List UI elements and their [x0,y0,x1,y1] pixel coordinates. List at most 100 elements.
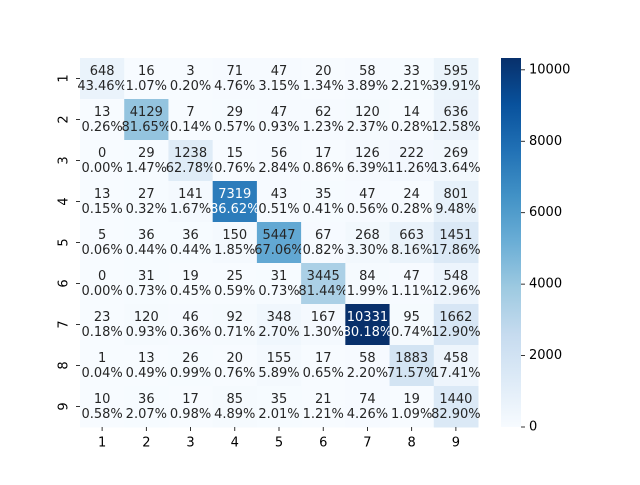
heatmap-cell [256,58,302,100]
heatmap-cell [124,58,169,100]
cell-percent-label: 0.82% [303,243,344,258]
cell-count-label: 1440 [439,392,472,407]
cell-percent-label: 86.62% [210,202,260,217]
cell-count-label: 13 [94,187,111,202]
heatmap-cell [433,181,479,223]
heatmap-cell [301,58,346,100]
cell-count-label: 20 [227,351,244,366]
x-tick-label: 1 [98,436,106,451]
heatmap-cell [256,181,302,223]
heatmap-cell [345,58,391,100]
heatmap-cell [345,386,391,428]
cell-percent-label: 0.51% [258,202,299,217]
cell-percent-label: 4.89% [214,407,255,422]
cell-percent-label: 1.30% [303,325,344,340]
heatmap-cell [389,58,435,100]
cell-percent-label: 17.86% [431,243,481,258]
cell-percent-label: 0.86% [303,161,344,176]
cell-count-label: 31 [138,269,155,284]
cell-count-label: 548 [443,269,468,284]
heatmap-cell [256,222,302,264]
cell-percent-label: 0.06% [81,243,122,258]
cell-percent-label: 9.48% [435,202,476,217]
cell-count-label: 36 [138,392,155,407]
cell-percent-label: 0.59% [214,284,255,299]
cell-count-label: 29 [227,105,244,120]
cell-percent-label: 0.44% [126,243,167,258]
cell-percent-label: 0.76% [214,366,255,381]
cell-percent-label: 0.14% [170,120,211,135]
cell-percent-label: 2.84% [258,161,299,176]
cell-percent-label: 82.90% [431,407,481,422]
heatmap-cell [433,304,479,346]
cell-percent-label: 0.26% [81,120,122,135]
x-tick-label: 5 [275,436,283,451]
cell-percent-label: 0.93% [126,325,167,340]
x-tick-label: 3 [186,436,194,451]
heatmap-cell [168,345,214,387]
heatmap-cell [389,181,435,223]
cell-percent-label: 39.91% [431,79,481,94]
cell-percent-label: 0.71% [214,325,255,340]
heatmap-cell [80,263,125,305]
y-tick-label: 2 [57,115,72,123]
cell-percent-label: 71.57% [387,366,437,381]
cell-percent-label: 12.58% [431,120,481,135]
cell-count-label: 1662 [439,310,472,325]
cell-percent-label: 1.07% [126,79,167,94]
heatmap-cell [256,99,302,141]
cell-count-label: 648 [90,64,115,79]
heatmap-cell [433,140,479,182]
cell-percent-label: 17.41% [431,366,481,381]
x-tick-label: 9 [452,436,460,451]
cell-percent-label: 0.73% [258,284,299,299]
cell-percent-label: 4.26% [347,407,388,422]
cell-count-label: 25 [227,269,244,284]
cell-percent-label: 80.18% [343,325,393,340]
colorbar-tick-label: 0 [529,420,537,435]
cell-percent-label: 0.65% [303,366,344,381]
heatmap-cell [124,140,169,182]
heatmap-cell [80,386,125,428]
heatmap-cell [389,345,435,387]
heatmap-cell [389,386,435,428]
y-tick-label: 7 [57,320,72,328]
cell-count-label: 348 [267,310,292,325]
y-tick-label: 5 [57,238,72,246]
cell-count-label: 167 [311,310,336,325]
cell-count-label: 35 [271,392,288,407]
cell-count-label: 5447 [262,228,295,243]
heatmap-cell [345,263,391,305]
cell-count-label: 17 [315,146,332,161]
heatmap-cell [301,263,346,305]
x-axis-ticks: 1 2 3 4 5 6 7 8 9 [98,427,460,451]
x-tick-label: 4 [231,436,239,451]
cell-count-label: 10331 [347,310,388,325]
heatmap-cells: 64843.46%161.07%30.20%714.76%473.15%201.… [77,58,481,428]
cell-count-label: 595 [443,64,468,79]
cell-percent-label: 0.56% [347,202,388,217]
cell-count-label: 47 [403,269,420,284]
heatmap-cell [301,99,346,141]
cell-count-label: 47 [271,64,288,79]
heatmap-cell [345,181,391,223]
y-tick-label: 6 [57,279,72,287]
cell-percent-label: 0.57% [214,120,255,135]
cell-count-label: 14 [403,105,420,120]
cell-count-label: 29 [138,146,155,161]
heatmap-cell [212,345,258,387]
cell-count-label: 458 [443,351,468,366]
heatmap-cell [433,345,479,387]
cell-percent-label: 2.37% [347,120,388,135]
heatmap-cell [433,386,479,428]
cell-count-label: 268 [355,228,380,243]
cell-count-label: 150 [222,228,247,243]
heatmap-cell [301,181,346,223]
cell-percent-label: 2.21% [391,79,432,94]
cell-percent-label: 0.93% [258,120,299,135]
cell-count-label: 43 [271,187,288,202]
cell-count-label: 74 [359,392,376,407]
cell-percent-label: 4.76% [214,79,255,94]
cell-count-label: 3 [186,64,194,79]
